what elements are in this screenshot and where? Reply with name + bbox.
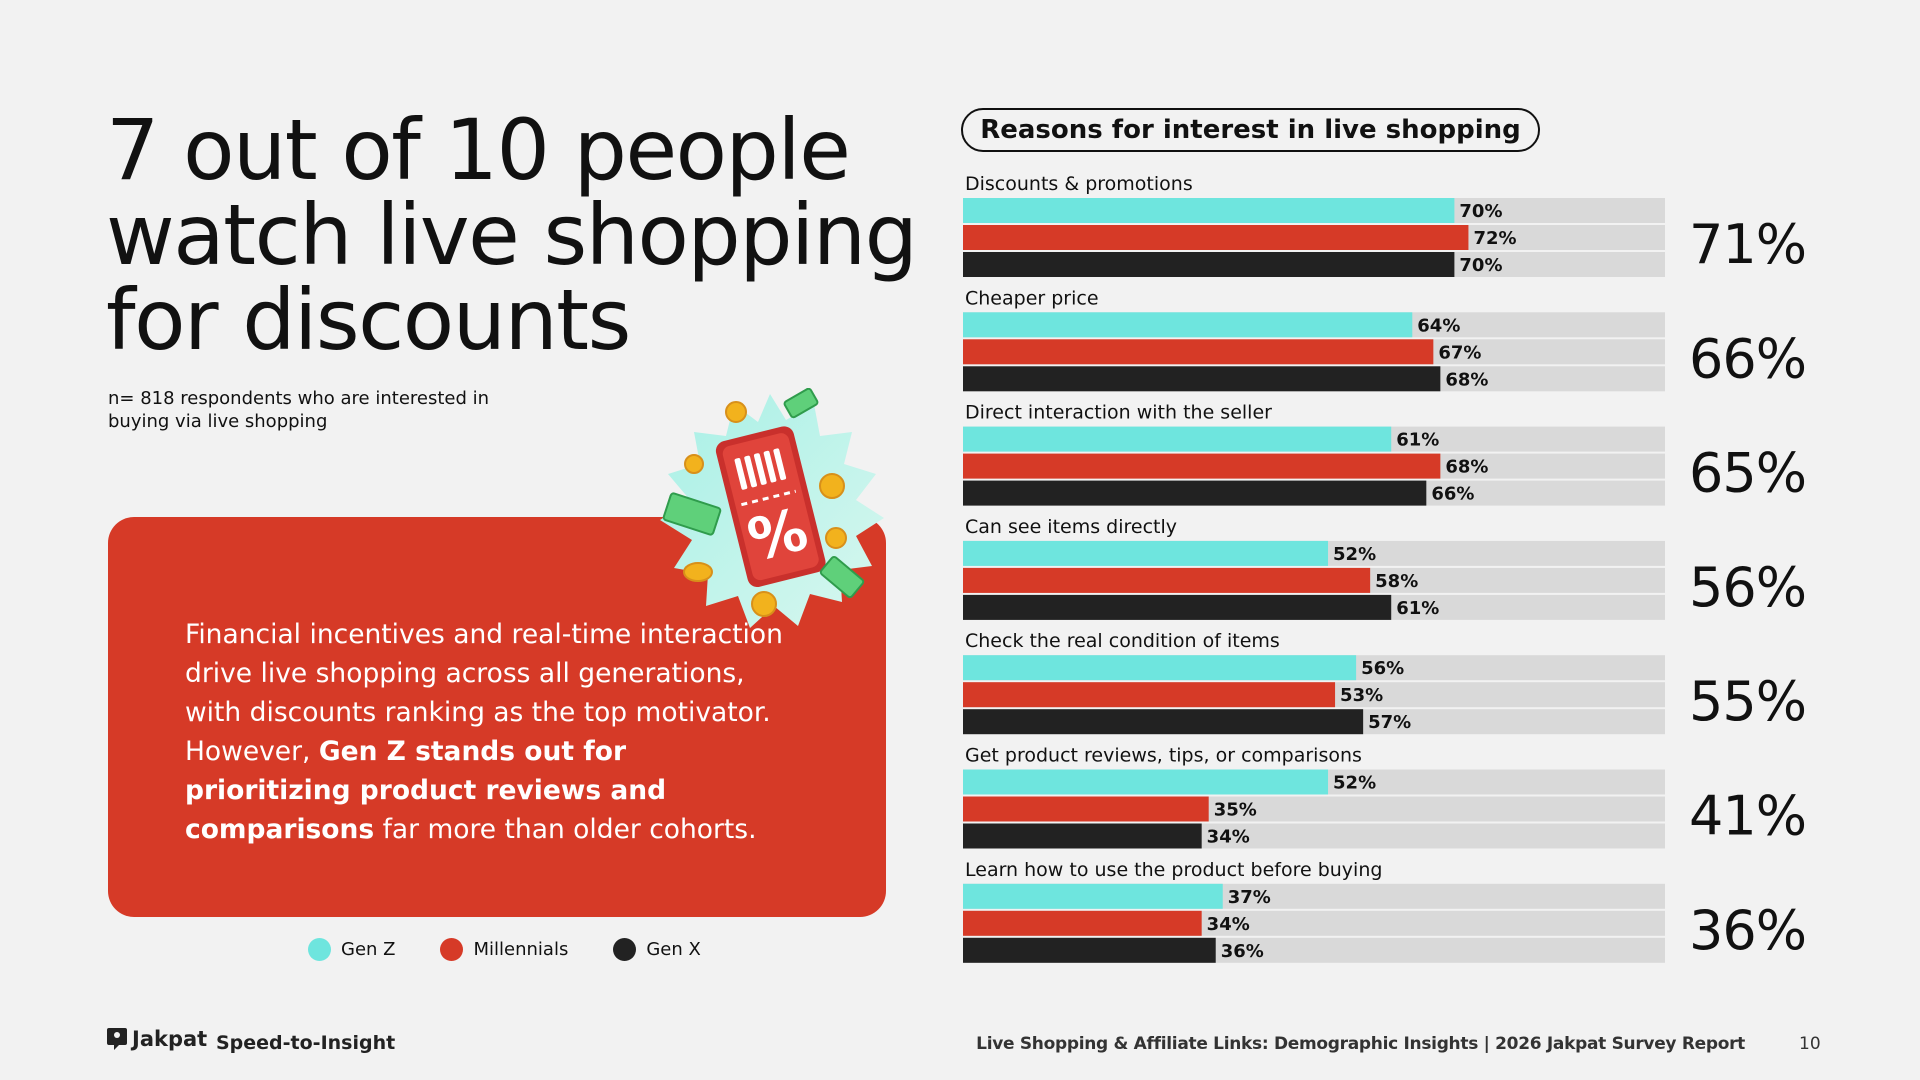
- bar: [963, 366, 1441, 392]
- chart-title: Reasons for interest in live shopping: [961, 108, 1540, 152]
- bar: [963, 312, 1413, 338]
- total-label: 36%: [1689, 899, 1806, 962]
- sample-note: n= 818 respondents who are interested in…: [108, 387, 528, 433]
- legend-label-gen-x: Gen X: [646, 939, 701, 960]
- data-label: 37%: [1228, 887, 1271, 908]
- coins-icon: [683, 401, 847, 617]
- legend-swatch-gen-z: [308, 938, 331, 961]
- legend-swatch-millennials: [440, 938, 464, 961]
- data-label: 61%: [1396, 598, 1439, 619]
- category-label: Direct interaction with the seller: [965, 402, 1272, 424]
- bar: [963, 910, 1202, 936]
- total-label: 55%: [1689, 670, 1806, 733]
- bar: [963, 225, 1469, 250]
- bar: [963, 883, 1223, 909]
- data-label: 64%: [1417, 315, 1460, 336]
- bar: [963, 198, 1455, 223]
- report-title: Live Shopping & Affiliate Links: Demogra…: [976, 1034, 1745, 1054]
- data-label: 61%: [1396, 430, 1439, 451]
- data-label: 53%: [1340, 685, 1383, 706]
- headline-line-3: for discounts: [106, 271, 631, 369]
- legend-item-millennials: Millennials: [440, 938, 568, 961]
- bar: [963, 540, 1329, 566]
- insight-text-bold: Gen Z stands out for prioritizing produc…: [185, 736, 667, 845]
- category-label: Get product reviews, tips, or comparison…: [965, 745, 1362, 767]
- data-label: 68%: [1445, 457, 1488, 478]
- bar: [963, 769, 1329, 795]
- legend-item-gen-z: Gen Z: [308, 938, 395, 961]
- total-label: 56%: [1689, 556, 1806, 619]
- legend-label-gen-z: Gen Z: [341, 939, 396, 960]
- bar: [963, 937, 1216, 963]
- data-label: 34%: [1207, 827, 1250, 848]
- category-label: Cheaper price: [965, 287, 1099, 309]
- bar: [963, 594, 1392, 620]
- data-label: 57%: [1368, 712, 1411, 733]
- total-label: 71%: [1689, 213, 1806, 276]
- data-label: 52%: [1333, 773, 1376, 794]
- bar: [963, 480, 1427, 506]
- coupon: %: [715, 426, 826, 587]
- jakpat-logo-icon: [107, 1028, 127, 1050]
- insight-text-part-1: Financial incentives and real-time inter…: [185, 619, 783, 767]
- total-label: 65%: [1689, 442, 1806, 505]
- data-label: 67%: [1438, 342, 1481, 363]
- headline-line-2: watch live shopping: [106, 186, 918, 284]
- category-label: Discounts & promotions: [965, 173, 1193, 195]
- legend-label-millennials: Millennials: [473, 939, 569, 960]
- brand-tagline: Speed-to-Insight: [216, 1032, 396, 1054]
- page-number: 10: [1799, 1034, 1821, 1054]
- total-label: 41%: [1689, 785, 1806, 848]
- data-label: 70%: [1459, 201, 1502, 222]
- legend-item-gen-x: Gen X: [613, 938, 701, 961]
- total-label: 66%: [1689, 327, 1806, 390]
- data-label: 70%: [1459, 255, 1502, 276]
- category-label: Can see items directly: [965, 516, 1177, 538]
- bar: [963, 709, 1364, 735]
- insight-text: Financial incentives and real-time inter…: [185, 615, 785, 849]
- data-label: 58%: [1375, 571, 1418, 592]
- data-label: 66%: [1431, 484, 1474, 505]
- headline: 7 out of 10 people watch live shopping f…: [106, 108, 926, 363]
- bar: [963, 453, 1441, 479]
- discount-coupon-icon: %: [660, 388, 884, 628]
- sample-note-line-1: n= 818 respondents who are interested in: [108, 388, 490, 409]
- insight-text-part-2: far more than older cohorts.: [374, 814, 757, 845]
- headline-line-1: 7 out of 10 people: [106, 101, 851, 199]
- data-label: 34%: [1207, 914, 1250, 935]
- data-label: 68%: [1445, 369, 1488, 390]
- bar: [963, 252, 1455, 277]
- legend: Gen Z Millennials Gen X: [308, 938, 746, 961]
- data-label: 35%: [1214, 800, 1257, 821]
- bar: [963, 655, 1357, 681]
- category-label: Check the real condition of items: [965, 630, 1280, 652]
- brand-logo: Jakpat: [106, 1026, 207, 1052]
- data-label: 72%: [1473, 228, 1516, 249]
- bar: [963, 682, 1336, 708]
- bar: [963, 567, 1371, 593]
- banknote-icon: [662, 388, 865, 599]
- bar-chart: Discounts & promotions 70% 72% 70% 71% Cheape…: [963, 173, 1807, 963]
- data-label: 36%: [1221, 941, 1264, 962]
- legend-swatch-gen-x: [613, 938, 637, 961]
- data-label: 52%: [1333, 544, 1376, 565]
- category-label: Learn how to use the product before buyi…: [965, 859, 1382, 881]
- bar: [963, 823, 1202, 849]
- bar: [963, 426, 1392, 452]
- brand-name: Jakpat: [132, 1027, 208, 1051]
- bar: [963, 339, 1434, 365]
- data-label: 56%: [1361, 658, 1404, 679]
- bar: [963, 796, 1209, 822]
- sample-note-line-2: buying via live shopping: [108, 411, 328, 432]
